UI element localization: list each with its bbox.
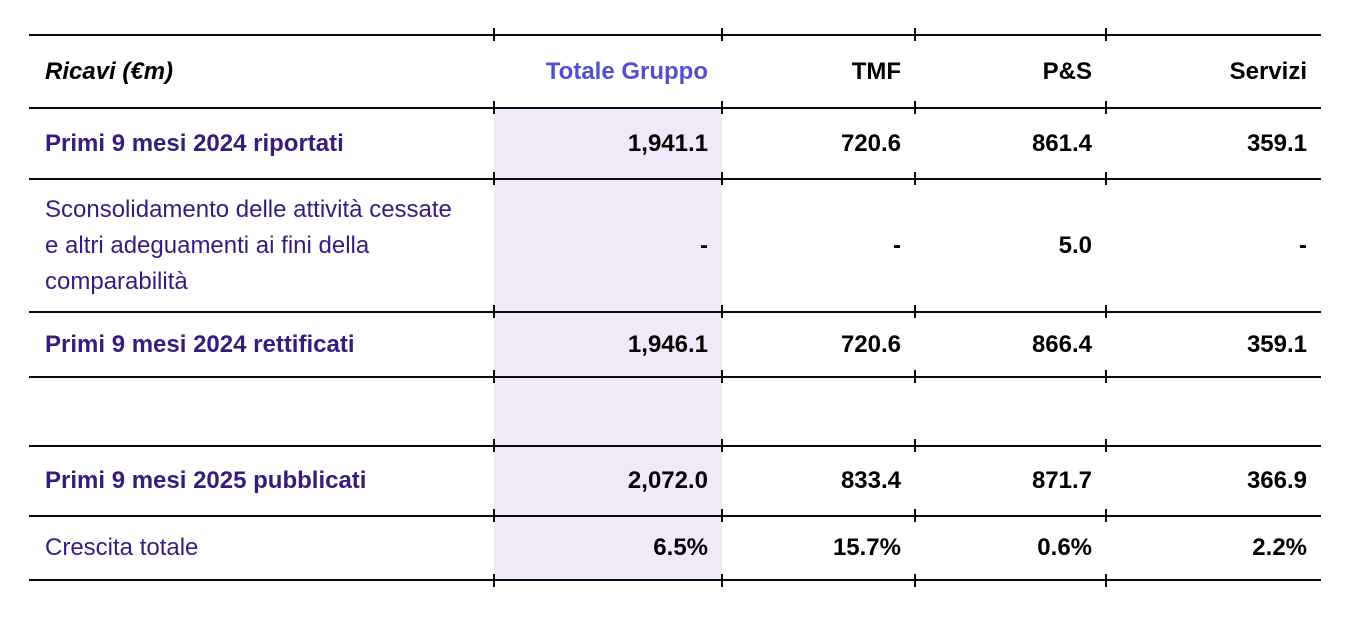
row-label-text: Primi 9 mesi 2024 riportati: [45, 129, 344, 157]
row-label: Primi 9 mesi 2024 rettificati: [29, 313, 494, 376]
row-label: Primi 9 mesi 2024 riportati: [29, 109, 494, 178]
cell-servizi: 359.1: [1105, 101, 1321, 178]
cell-totale-gruppo: 1,946.1: [493, 305, 722, 376]
cell-ps: [914, 370, 1106, 445]
cell-ps: 866.4: [914, 305, 1106, 376]
column-header-ps: P&S: [914, 28, 1106, 107]
row-label: Sconsolidamento delle attività cessate e…: [29, 180, 494, 311]
cell-totale-gruppo: -: [493, 172, 722, 311]
cell-totale-gruppo: 6.5%: [493, 509, 722, 587]
column-header-tmf: TMF: [721, 28, 915, 107]
table-row-sconsolidamento: Sconsolidamento delle attività cessate e…: [29, 172, 1321, 311]
cell-ps: 871.7: [914, 439, 1106, 515]
table-row-2024-rettificati: Primi 9 mesi 2024 rettificati 1,946.1 72…: [29, 305, 1321, 376]
table-title: Ricavi (€m): [29, 36, 494, 107]
cell-servizi: 366.9: [1105, 439, 1321, 515]
cell-ps: 861.4: [914, 101, 1106, 178]
row-label-text: Primi 9 mesi 2025 pubblicati: [45, 467, 367, 494]
cell-ps: 5.0: [914, 172, 1106, 311]
cell-tmf: [721, 370, 915, 445]
cell-totale-gruppo: 2,072.0: [493, 439, 722, 515]
row-label-text: Crescita totale: [45, 534, 199, 561]
cell-totale-gruppo: [493, 370, 722, 445]
cell-tmf: 720.6: [721, 305, 915, 376]
row-label: Crescita totale: [29, 517, 494, 579]
cell-tmf: 720.6: [721, 101, 915, 178]
cell-servizi: 2.2%: [1105, 509, 1321, 587]
row-label-text: Primi 9 mesi 2024 rettificati: [45, 330, 355, 358]
cell-servizi: [1105, 370, 1321, 445]
row-label: [29, 378, 494, 445]
revenue-table: Ricavi (€m) Totale Gruppo TMF P&S Serviz…: [29, 28, 1321, 587]
column-header-totale-gruppo: Totale Gruppo: [493, 28, 722, 107]
cell-tmf: 15.7%: [721, 509, 915, 587]
cell-tmf: 833.4: [721, 439, 915, 515]
cell-servizi: 359.1: [1105, 305, 1321, 376]
cell-tmf: -: [721, 172, 915, 311]
row-label: Primi 9 mesi 2025 pubblicati: [29, 447, 494, 515]
cell-totale-gruppo: 1,941.1: [493, 101, 722, 178]
column-header-servizi: Servizi: [1105, 28, 1321, 107]
table-row-spacer: [29, 370, 1321, 445]
row-label-text: Sconsolidamento delle attività cessate e…: [45, 195, 452, 295]
table-row-2024-riportati: Primi 9 mesi 2024 riportati 1,941.1 720.…: [29, 101, 1321, 178]
cell-ps: 0.6%: [914, 509, 1106, 587]
cell-servizi: -: [1105, 172, 1321, 311]
table-row-2025-pubblicati: Primi 9 mesi 2025 pubblicati 2,072.0 833…: [29, 439, 1321, 515]
table-title-text: Ricavi (€m): [45, 57, 174, 85]
table-header-row: Ricavi (€m) Totale Gruppo TMF P&S Serviz…: [29, 28, 1321, 107]
table-row-crescita-totale: Crescita totale 6.5% 15.7% 0.6% 2.2%: [29, 509, 1321, 587]
